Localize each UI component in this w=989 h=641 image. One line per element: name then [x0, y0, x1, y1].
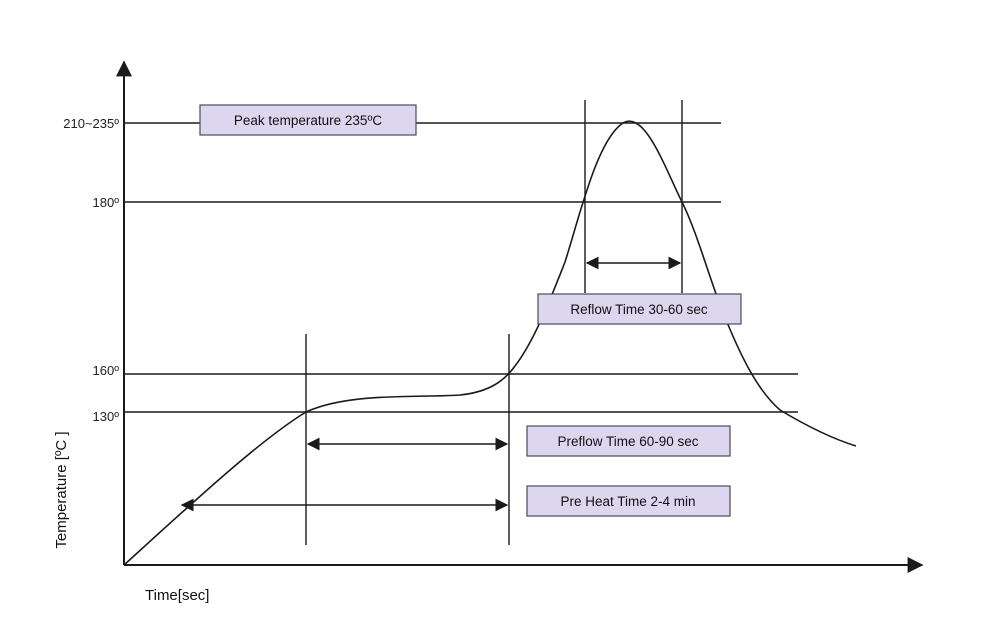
- y-axis-title: Temperature [ºC ]: [53, 431, 70, 548]
- level-label-160: 160º: [93, 363, 120, 378]
- level-label-peak: 210~235º: [63, 116, 119, 131]
- reflow-time-label: Reflow Time 30-60 sec: [570, 302, 708, 317]
- preheat-time-box: Pre Heat Time 2-4 min: [526, 485, 731, 517]
- preflow-time-box: Preflow Time 60-90 sec: [526, 425, 731, 457]
- preflow-time-label: Preflow Time 60-90 sec: [557, 434, 698, 449]
- temperature-profile-curve: [123, 120, 857, 566]
- level-label-180: 180º: [93, 195, 120, 210]
- peak-temperature-label: Peak temperature 235ºC: [234, 113, 383, 128]
- preheat-time-label: Pre Heat Time 2-4 min: [560, 494, 695, 509]
- level-label-130: 130º: [93, 409, 120, 424]
- reflow-time-box: Reflow Time 30-60 sec: [537, 293, 742, 325]
- x-axis-title: Time[sec]: [145, 587, 209, 604]
- peak-temperature-box: Peak temperature 235ºC: [199, 104, 417, 136]
